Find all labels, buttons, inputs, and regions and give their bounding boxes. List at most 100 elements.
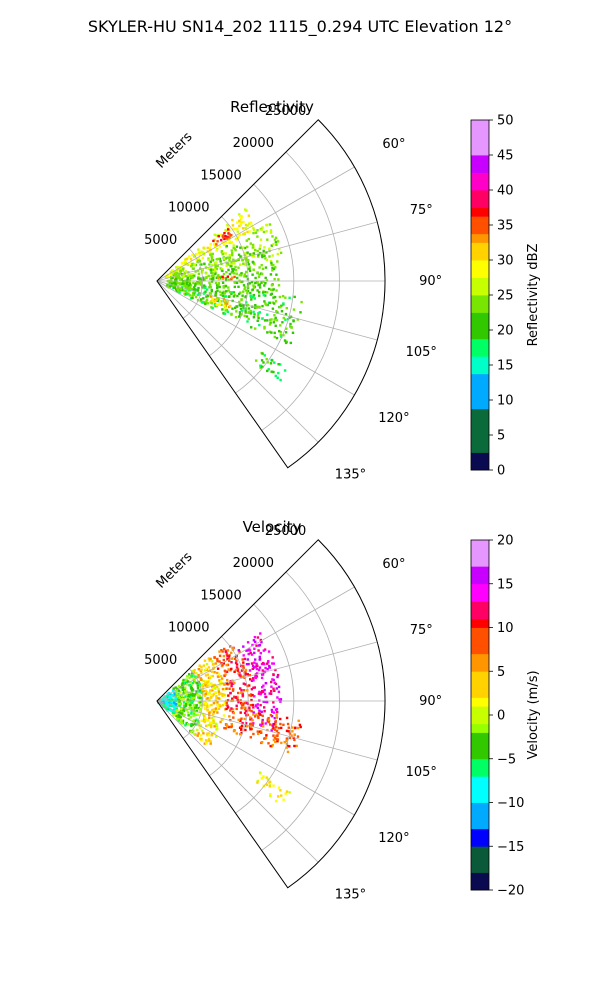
echo-pixel [260,710,263,713]
echo-pixel [182,678,185,682]
echo-pixel [221,663,224,667]
echo-pixel [209,301,212,304]
echo-pixel [239,719,242,723]
echo-pixel [198,267,202,270]
echo-pixel [276,260,279,263]
echo-pixel [203,247,206,250]
echo-pixel [252,294,256,297]
echo-pixel [274,668,277,672]
echo-pixel [233,695,236,698]
echo-pixel [207,258,210,261]
echo-pixel [214,262,217,265]
echo-pixel [271,301,274,304]
echo-pixel [197,701,201,704]
echo-pixel [230,312,233,316]
echo-pixel [274,266,277,269]
echo-pixel [260,724,263,727]
echo-pixel [257,692,261,695]
echo-pixel [242,306,245,309]
echo-pixel [228,291,232,294]
echo-pixel [177,694,181,697]
echo-pixel [247,259,250,262]
echo-pixel [262,649,265,652]
echo-pixel [250,280,254,284]
echo-pixel [214,292,217,295]
echo-pixel [183,284,186,287]
echo-pixel [246,245,249,249]
echo-pixel [252,231,255,235]
echo-pixel [250,224,253,227]
echo-pixel [240,304,244,307]
echo-pixel [184,686,187,689]
echo-pixel [203,262,206,265]
echo-pixel [238,213,241,216]
echo-pixel [205,300,208,303]
echo-pixel [291,730,294,733]
echo-pixel [228,682,232,685]
echo-pixel [190,687,194,690]
echo-pixel [259,693,262,696]
echo-pixel [231,269,235,272]
echo-pixel [221,267,224,271]
echo-pixel [201,256,204,259]
colorbar-tick-label: 15 [497,577,514,592]
echo-pixel [273,728,277,731]
colorbar-tick-label: 20 [497,324,514,339]
echo-pixel [262,361,265,364]
echo-pixel [239,291,242,294]
echo-pixel [291,331,295,334]
range-ring [287,119,386,469]
echo-pixel [248,269,252,273]
echo-pixel [212,666,215,669]
echo-pixel [218,276,221,279]
echo-pixel [196,293,199,296]
echo-pixel [292,308,296,311]
echo-pixel [272,738,276,742]
echo-pixel [269,794,272,797]
echo-pixel [254,676,258,680]
echo-pixel [226,300,230,303]
echo-pixel [238,313,242,316]
colorbar-segment [471,575,489,585]
echo-pixel [246,684,249,688]
echo-pixel [269,321,272,324]
echo-pixel [299,725,302,729]
echo-pixel [273,295,277,299]
echo-pixel [210,257,214,260]
echo-pixel [210,267,213,270]
echo-pixel [256,636,260,639]
echo-pixel [264,282,267,285]
echo-pixel [257,312,260,315]
echo-pixel [268,781,271,784]
echo-pixel [265,734,268,737]
echo-pixel [272,263,275,267]
colorbar-segment [471,216,489,226]
echo-pixel [214,245,217,248]
echo-pixel [273,361,276,364]
echo-pixel [198,664,201,667]
echo-pixel [266,313,269,316]
echo-pixel [163,705,166,708]
echo-pixel [280,335,283,338]
echo-pixel [273,331,276,335]
azimuth-tick-label: 105° [406,765,437,780]
echo-pixel [276,675,279,679]
echo-pixel [244,670,247,674]
echo-pixel [187,703,190,706]
echo-pixel [209,286,212,289]
echo-pixel [198,685,201,688]
azimuth-tick-label: 60° [382,557,405,572]
echo-pixel [180,707,183,711]
echo-pixel [231,647,235,650]
echo-pixel [228,258,231,262]
azimuth-tick-label: 135° [335,887,366,902]
echo-pixel [189,705,192,708]
echo-pixel [285,746,288,749]
echo-pixel [187,714,190,717]
echo-pixel [226,658,229,661]
echo-pixel [175,707,178,711]
echo-pixel [223,299,226,302]
echo-pixel [223,702,226,705]
echo-pixel [284,296,287,299]
echo-pixel [225,295,228,298]
